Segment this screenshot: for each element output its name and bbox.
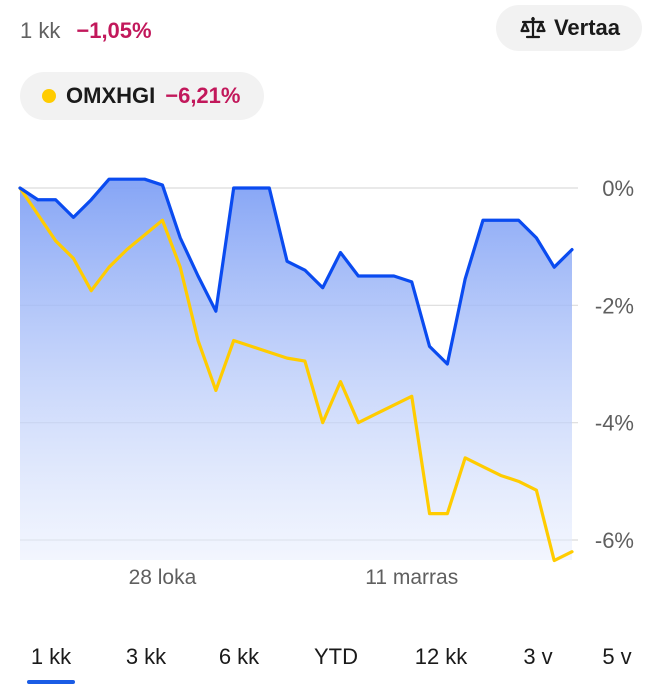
y-tick-label: -6% — [595, 528, 634, 553]
comparison-series-line — [18, 186, 574, 563]
period-tabs: 1 kk 3 kk 6 kk YTD 12 kk 3 v 5 v — [0, 640, 655, 690]
compare-button-label: Vertaa — [553, 15, 620, 40]
active-tab-indicator — [27, 680, 75, 684]
period-label: 1 kk — [20, 18, 61, 43]
comparison-name: OMXHGI — [66, 83, 156, 108]
tab-1-kk[interactable]: 1 kk — [30, 644, 72, 669]
price-chart: 0% -2% -4% -6% 28 loka 11 marras — [18, 176, 634, 589]
comparison-chip[interactable]: OMXHGI −6,21% — [20, 72, 265, 120]
scale-icon — [520, 16, 546, 39]
y-tick-label: -4% — [595, 411, 634, 436]
tab-6-kk[interactable]: 6 kk — [218, 644, 260, 669]
comparison-change: −6,21% — [165, 83, 241, 108]
change-value: −1,05% — [76, 18, 152, 43]
primary-series-line — [18, 177, 574, 366]
tab-12-kk[interactable]: 12 kk — [414, 644, 468, 669]
comparison-color-dot — [42, 89, 56, 103]
tab-3-kk[interactable]: 3 kk — [125, 644, 167, 669]
y-tick-label: -2% — [595, 293, 634, 318]
tab-ytd[interactable]: YTD — [314, 644, 358, 669]
primary-area — [20, 179, 572, 560]
tab-5-v[interactable]: 5 v — [602, 644, 632, 669]
y-tick-label: 0% — [602, 176, 634, 201]
performance-summary: 1 kk −1,05% — [20, 14, 152, 48]
compare-button[interactable]: Vertaa — [495, 5, 642, 51]
x-tick-label: 28 loka — [129, 566, 197, 589]
x-tick-label: 11 marras — [365, 566, 458, 589]
tab-3-v[interactable]: 3 v — [523, 644, 553, 669]
